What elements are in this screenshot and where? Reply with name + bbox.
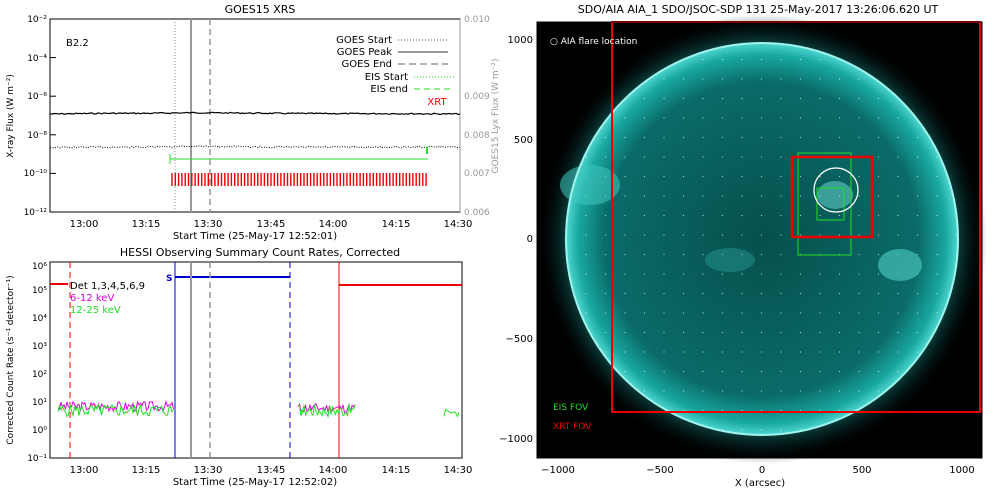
hessi-y-tick-label: 10⁵ xyxy=(32,286,47,296)
hessi-x-tick-label: 14:15 xyxy=(382,465,411,476)
goes-y-axis-label: X-ray Flux (W m⁻²) xyxy=(6,74,16,158)
goes-x-tick-label: 13:15 xyxy=(132,219,161,230)
hessi-x-tick-label: 14:00 xyxy=(319,465,348,476)
aia-limb xyxy=(565,42,959,436)
hessi-x-axis: 13:00 13:15 13:30 13:45 14:00 14:15 14:3… xyxy=(70,465,473,476)
hessi-y-tick-label: 10¹ xyxy=(32,398,47,408)
hessi-saa-label: S xyxy=(166,274,172,284)
aia-bright-region xyxy=(560,165,620,205)
aia-x-tick-label: −1000 xyxy=(541,465,575,476)
aia-flare-location-marker xyxy=(813,167,859,213)
hessi-x-tick-label: 13:15 xyxy=(132,465,161,476)
goes-y-tick-label: 10⁻¹² xyxy=(24,208,48,218)
goes-x-tick-label: 13:30 xyxy=(194,219,223,230)
goes-x-tick-label: 13:00 xyxy=(70,219,99,230)
aia-y-tick-label: −500 xyxy=(506,334,533,345)
aia-title: SDO/AIA AIA_1 SDO/JSOC-SDP 131 25-May-20… xyxy=(578,3,939,16)
aia-active-region xyxy=(817,181,853,209)
goes-y-tick-label: 10⁻⁸ xyxy=(27,131,47,141)
legend-goes-start: GOES Start xyxy=(336,35,392,46)
aia-y-tick-label: 500 xyxy=(514,135,533,146)
aia-x-tick-label: −500 xyxy=(646,465,673,476)
goes-y-tick-label: 10⁻² xyxy=(27,15,47,25)
hessi-x-tick-label: 13:00 xyxy=(70,465,99,476)
goes-right-y-axis: 0.006 0.007 0.008 0.009 0.010 xyxy=(464,15,490,218)
hessi-x-tick-label: 13:30 xyxy=(194,465,223,476)
hessi-y-tick-label: 10⁻¹ xyxy=(27,454,47,464)
goes-x-tick-label: 14:30 xyxy=(444,219,473,230)
goes-y-tick-label: 10⁻¹⁰ xyxy=(24,169,48,179)
goes-panel: GOES15 XRS B2.2 GOES Start GOES Peak GOE… xyxy=(6,3,501,242)
goes-right-tick-label: 0.010 xyxy=(464,15,490,25)
goes-right-tick-label: 0.008 xyxy=(464,131,490,141)
hessi-legend-title: Det 1,3,4,5,6,9 xyxy=(70,281,145,292)
legend-eis-end: EIS end xyxy=(370,84,408,95)
goes-right-tick-label: 0.006 xyxy=(464,208,490,218)
legend-eis-start: EIS Start xyxy=(365,72,408,83)
eis-fov-box xyxy=(816,187,845,221)
hessi-panel: HESSI Observing Summary Count Rates, Cor… xyxy=(6,246,472,488)
aia-flare-location-label: ○ AIA flare location xyxy=(550,37,637,47)
hessi-12-25kev-curve xyxy=(297,404,356,419)
aia-x-tick-label: 0 xyxy=(759,465,765,476)
aia-y-tick-label: −1000 xyxy=(499,434,533,445)
goes-y-tick-label: 10⁻⁴ xyxy=(27,54,47,64)
legend-xrt: XRT xyxy=(427,97,447,108)
goes-x-tick-label: 14:15 xyxy=(382,219,411,230)
hessi-x-axis-label: Start Time (25-May-17 12:52:02) xyxy=(173,477,337,488)
goes-title: GOES15 XRS xyxy=(225,3,296,16)
aia-x-axis-label: X (arcsec) xyxy=(735,478,785,489)
goes-long-curve xyxy=(50,111,461,116)
hessi-legend-6-12: 6-12 keV xyxy=(70,293,114,304)
eis-fov-box xyxy=(797,152,852,256)
goes-legend: GOES Start GOES Peak GOES End EIS Start … xyxy=(336,35,454,108)
aia-x-tick-label: 500 xyxy=(852,465,871,476)
hessi-y-tick-label: 10³ xyxy=(32,342,47,352)
goes-x-tick-label: 14:00 xyxy=(319,219,348,230)
aia-heliographic-grid xyxy=(566,43,958,435)
hessi-x-tick-label: 13:45 xyxy=(257,465,286,476)
goes-y-tick-label: 10⁻⁶ xyxy=(27,92,47,102)
goes-x-axis: 13:00 13:15 13:30 13:45 14:00 14:15 14:3… xyxy=(70,219,473,230)
aia-bright-region xyxy=(705,248,755,272)
aia-bright-region xyxy=(878,249,922,281)
goes-right-tick-label: 0.009 xyxy=(464,92,490,102)
aia-x-axis: −1000 −500 0 500 1000 xyxy=(541,465,975,476)
aia-y-axis: −1000 −500 0 500 1000 xyxy=(499,35,533,445)
hessi-y-tick-label: 10⁴ xyxy=(32,314,47,324)
eis-fov-label: EIS FOV xyxy=(553,403,589,413)
xrt-observation-bars xyxy=(171,173,427,186)
hessi-legend-12-25: 12-25 keV xyxy=(70,305,121,316)
goes-x-tick-label: 13:45 xyxy=(257,219,286,230)
goes-right-axis-label: GOES15 Lyx Flux (W m⁻²) xyxy=(491,59,501,174)
xrt-fov-label: XRT FOV xyxy=(553,422,592,432)
xrt-fov-box xyxy=(790,155,874,239)
hessi-6-12kev-curve xyxy=(297,402,356,415)
hessi-y-tick-label: 10⁶ xyxy=(32,262,47,272)
hessi-y-axis: 10⁻¹ 10⁰ 10¹ 10² 10³ 10⁴ 10⁵ 10⁶ xyxy=(27,262,47,464)
hessi-plot-frame xyxy=(49,261,463,459)
hessi-title: HESSI Observing Summary Count Rates, Cor… xyxy=(120,246,400,259)
goes-x-axis-label: Start Time (25-May-17 12:52:01) xyxy=(173,231,337,242)
hessi-y-tick-label: 10² xyxy=(32,370,47,380)
aia-panel: SDO/AIA AIA_1 SDO/JSOC-SDP 131 25-May-20… xyxy=(499,3,987,489)
hessi-12-25kev-curve xyxy=(443,408,460,418)
goes-y-axis: 10⁻¹² 10⁻¹⁰ 10⁻⁸ 10⁻⁶ 10⁻⁴ 10⁻² xyxy=(24,15,56,218)
goes-right-tick-label: 0.007 xyxy=(464,169,490,179)
hessi-12-25kev-curve xyxy=(57,403,174,418)
aia-y-tick-label: 1000 xyxy=(508,35,533,46)
aia-y-tick-label: 0 xyxy=(527,234,533,245)
hessi-y-tick-label: 10⁰ xyxy=(32,426,47,436)
hessi-y-axis-label: Corrected Count Rate (s⁻¹ detector⁻¹) xyxy=(6,275,16,444)
hessi-x-tick-label: 14:30 xyxy=(444,465,473,476)
goes-short-curve xyxy=(49,145,461,149)
legend-goes-end: GOES End xyxy=(342,59,392,70)
aia-plot-frame xyxy=(536,21,983,459)
legend-goes-peak: GOES Peak xyxy=(337,47,392,58)
aia-x-tick-label: 1000 xyxy=(949,465,974,476)
goes-class-label: B2.2 xyxy=(66,38,89,49)
